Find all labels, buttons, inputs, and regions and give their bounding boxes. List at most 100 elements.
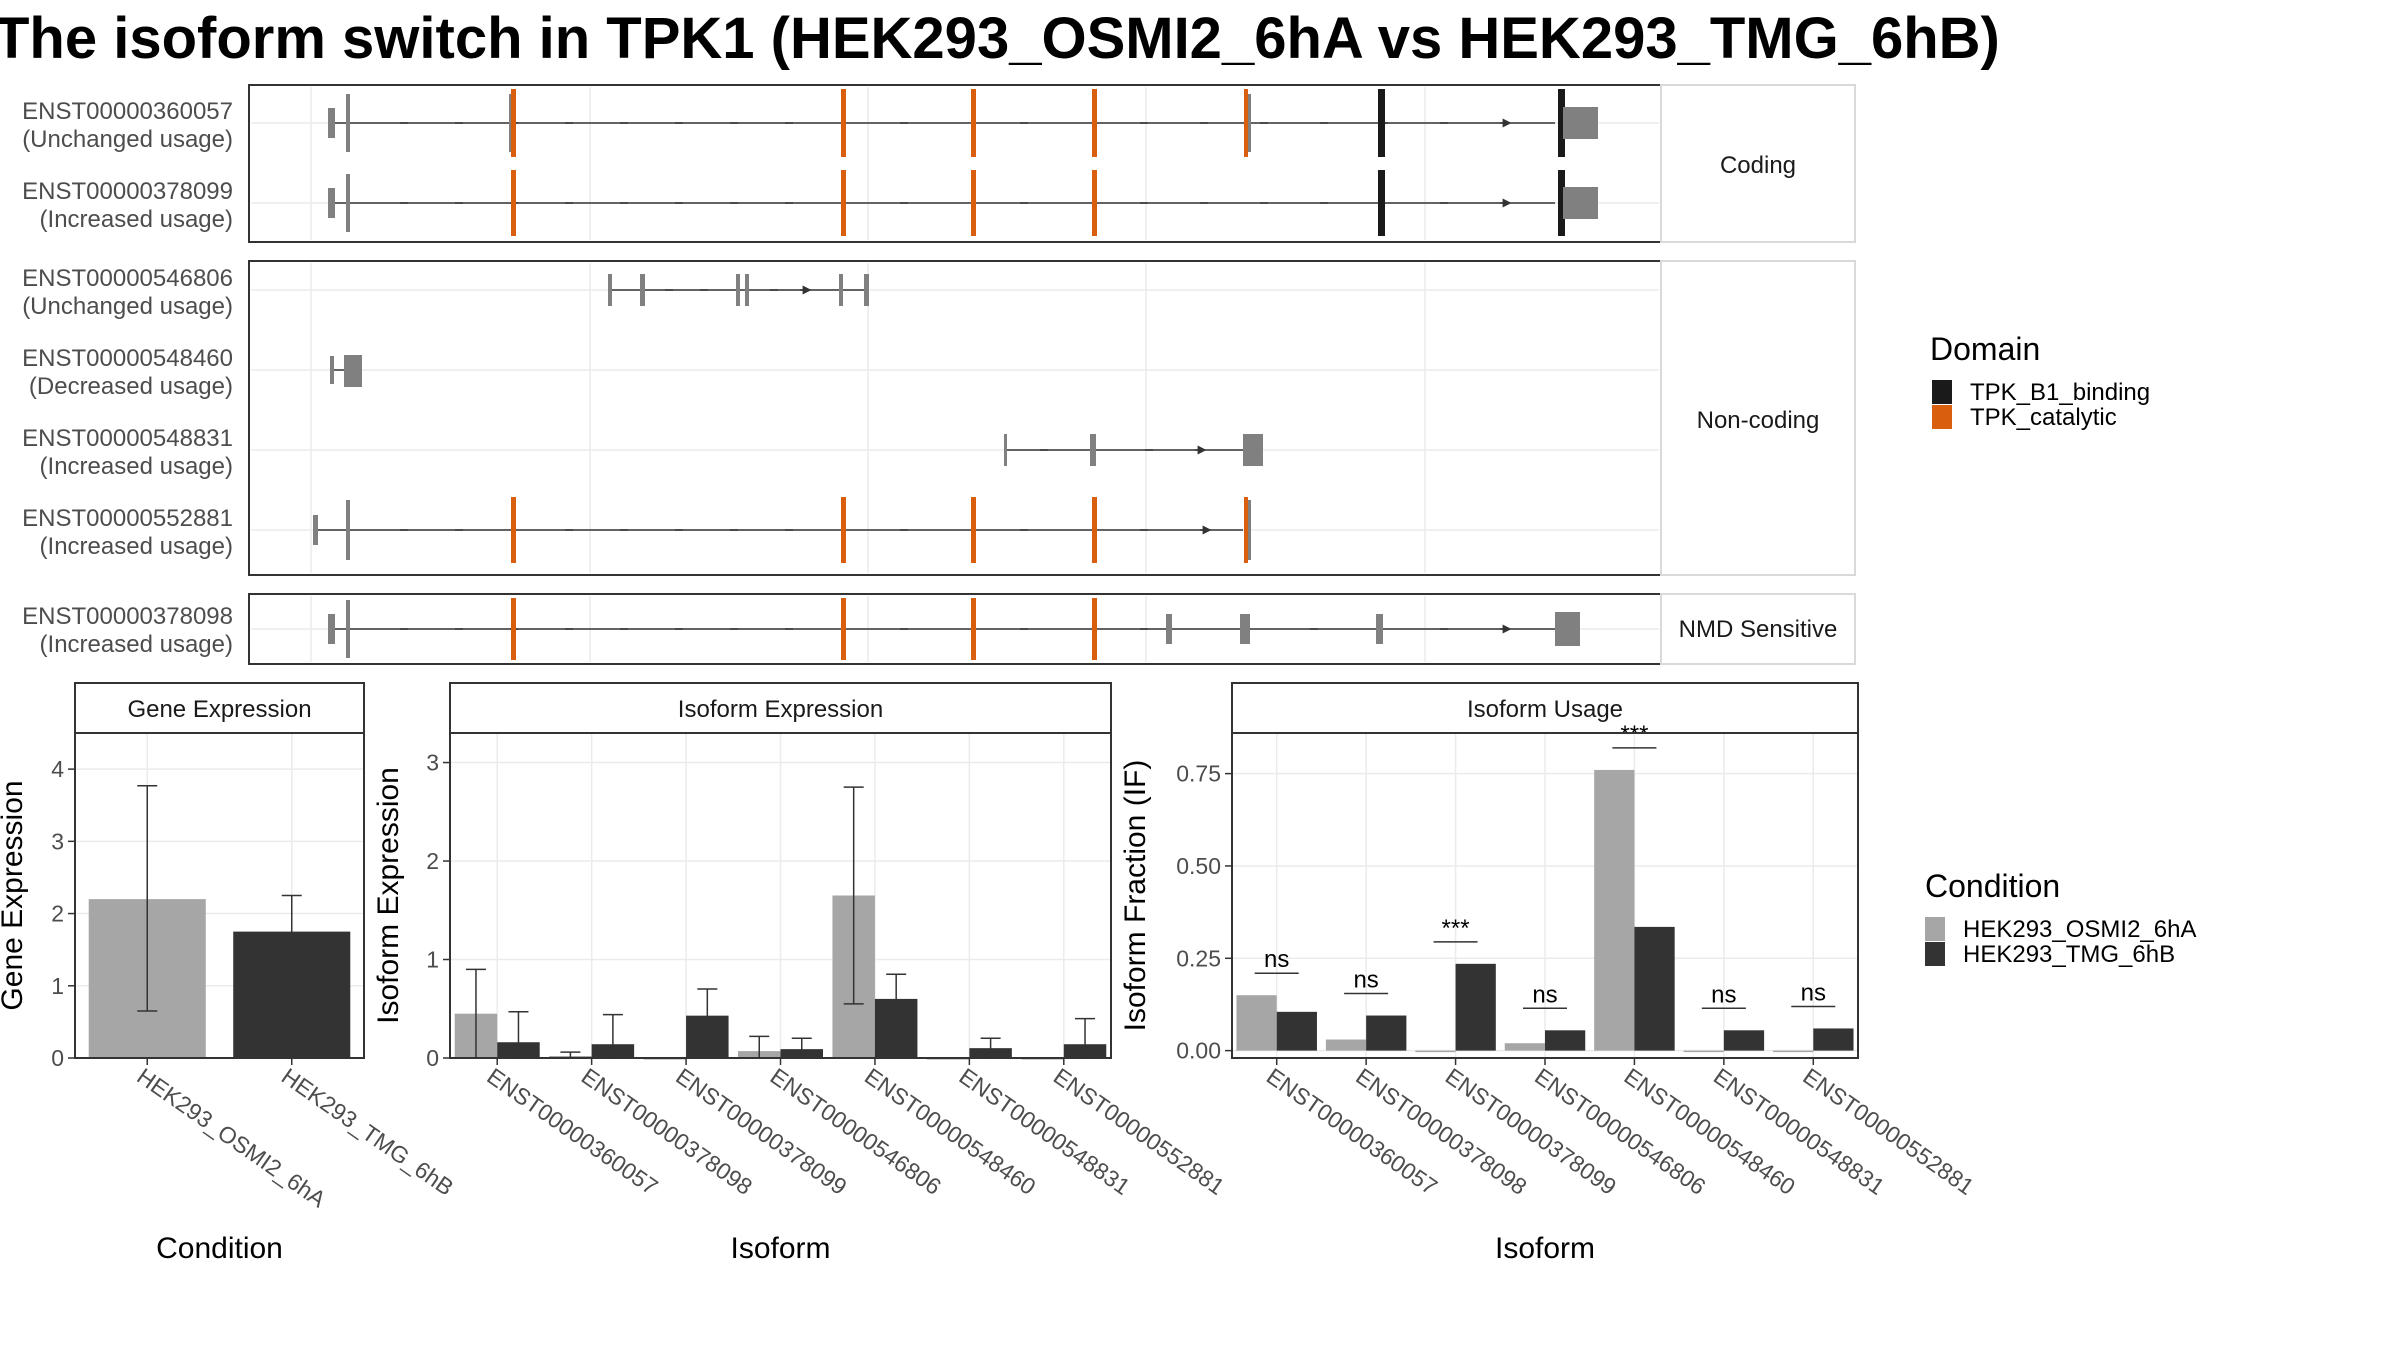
x-axis-title: Isoform	[1495, 1232, 1595, 1265]
x-axis-title: Condition	[156, 1232, 283, 1265]
legend-swatch	[1932, 380, 1952, 404]
catalytic-domain	[1092, 89, 1097, 157]
catalytic-domain	[511, 598, 516, 660]
transcript-id-label: ENST00000552881	[22, 505, 233, 532]
y-tick-label: 1	[426, 947, 439, 973]
catalytic-domain	[511, 170, 516, 236]
catalytic-domain	[971, 170, 976, 236]
bar	[1723, 1030, 1765, 1051]
x-tick-label: ENST00000546806	[766, 1063, 946, 1200]
b1-binding-domain	[1558, 89, 1565, 157]
panel-strip-label: Isoform Expression	[678, 696, 883, 723]
bar	[1455, 963, 1496, 1051]
x-tick-label: ENST00000548831	[954, 1063, 1134, 1200]
condition-legend: Condition HEK293_OSMI2_6hA HEK293_TMG_6h…	[1925, 868, 2196, 968]
significance-label: ***	[1620, 721, 1648, 748]
b1-binding-domain	[1558, 170, 1565, 236]
catalytic-domain	[1092, 497, 1097, 563]
bar	[1325, 1039, 1367, 1051]
x-axis-title: Isoform	[730, 1232, 830, 1265]
bar	[1236, 995, 1277, 1051]
y-tick-label: 2	[51, 901, 64, 927]
significance-label: ns	[1711, 981, 1736, 1008]
transcript-id-label: ENST00000378099	[22, 178, 233, 205]
legend-label: TPK_catalytic	[1970, 404, 2117, 431]
transcript-track	[328, 598, 1580, 660]
legend-swatch	[1925, 942, 1945, 966]
coding-panel	[248, 84, 1662, 243]
y-axis-title: Isoform Fraction (IF)	[1119, 760, 1152, 1032]
transcript-usage-label: (Unchanged usage)	[22, 126, 233, 153]
legend-swatch	[1932, 405, 1952, 429]
bar	[1504, 1043, 1545, 1051]
transcript-usage-label: (Increased usage)	[40, 206, 233, 233]
catalytic-domain	[971, 497, 976, 563]
plot-border	[449, 732, 1112, 1059]
coding-strip-label: Coding	[1720, 152, 1796, 179]
transcript-usage-label: (Increased usage)	[40, 453, 233, 480]
significance-label: ns	[1801, 979, 1826, 1006]
y-tick-label: 0	[426, 1045, 439, 1071]
x-tick-label: ENST00000378099	[671, 1063, 851, 1200]
y-tick-label: 4	[51, 756, 64, 782]
legend-label: TPK_B1_binding	[1970, 379, 2150, 406]
y-tick-label: 0.75	[1176, 761, 1221, 787]
x-tick-label: ENST00000548460	[860, 1063, 1040, 1200]
catalytic-domain	[841, 497, 846, 563]
y-tick-label: 0.50	[1176, 853, 1221, 879]
transcript-usage-label: (Unchanged usage)	[22, 293, 233, 320]
transcript-id-label: ENST00000548831	[22, 425, 233, 452]
domain-legend-title: Domain	[1930, 331, 2040, 367]
significance-label: ns	[1353, 967, 1378, 994]
panel-strip	[449, 682, 1112, 734]
catalytic-domain	[511, 89, 516, 157]
bar-panel: Isoform Usage0.000.250.500.75nsENST00000…	[1119, 682, 1979, 1265]
noncoding-strip	[1660, 260, 1856, 576]
catalytic-domain	[971, 598, 976, 660]
noncoding-strip-label: Non-coding	[1697, 407, 1820, 434]
catalytic-domain	[1092, 170, 1097, 236]
panel-strip	[1231, 682, 1859, 734]
bar	[1366, 1015, 1407, 1051]
catalytic-domain	[1244, 89, 1248, 157]
transcript-track	[1004, 434, 1263, 466]
plot-border	[74, 732, 365, 1059]
y-axis-title: Isoform Expression	[372, 767, 405, 1024]
bar	[1594, 769, 1635, 1051]
transcript-usage-label: (Increased usage)	[40, 631, 233, 658]
legend-label: HEK293_TMG_6hB	[1963, 941, 2175, 968]
nmd-strip-label: NMD Sensitive	[1679, 616, 1838, 643]
catalytic-domain	[1092, 598, 1097, 660]
significance-label: ns	[1532, 981, 1557, 1008]
y-tick-label: 3	[51, 828, 64, 854]
transcript-id-label: ENST00000378098	[22, 603, 233, 630]
figure-title: The isoform switch in TPK1 (HEK293_OSMI2…	[0, 6, 2000, 71]
legend-label: HEK293_OSMI2_6hA	[1963, 916, 2196, 943]
transcript-track	[328, 170, 1598, 236]
y-tick-label: 3	[426, 750, 439, 776]
panel-strip-label: Isoform Usage	[1467, 696, 1623, 723]
domain-legend: Domain TPK_B1_binding TPK_catalytic	[1930, 331, 2150, 431]
x-tick-label: ENST00000360057	[482, 1063, 662, 1200]
bar	[1545, 1030, 1586, 1051]
transcript-track	[608, 274, 869, 306]
transcript-track	[328, 89, 1598, 157]
transcript-usage-label: (Increased usage)	[40, 533, 233, 560]
transcript-usage-label: (Decreased usage)	[29, 373, 233, 400]
plot-border	[1231, 732, 1859, 1059]
b1-binding-domain	[1378, 89, 1385, 157]
condition-legend-title: Condition	[1925, 868, 2060, 904]
bar	[1634, 926, 1675, 1051]
significance-label: ***	[1442, 915, 1470, 942]
x-tick-label: ENST00000378098	[577, 1063, 757, 1200]
y-tick-label: 0.00	[1176, 1038, 1221, 1064]
significance-label: ns	[1264, 946, 1289, 973]
transcript-id-label: ENST00000546806	[22, 265, 233, 292]
legend-swatch	[1925, 917, 1945, 941]
y-tick-label: 2	[426, 848, 439, 874]
transcript-track	[330, 355, 362, 387]
bar	[1276, 1011, 1317, 1051]
y-tick-label: 0	[51, 1045, 64, 1071]
catalytic-domain	[841, 89, 846, 157]
